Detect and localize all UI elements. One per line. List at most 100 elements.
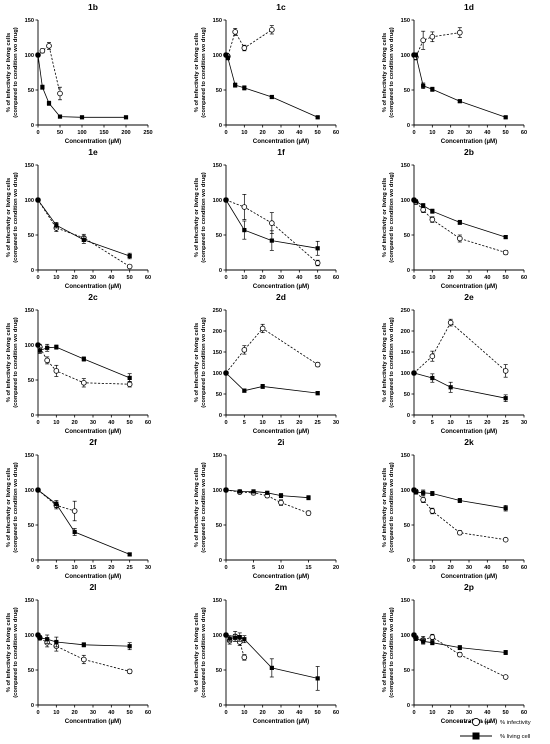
y-tick-label: 100	[25, 198, 34, 204]
chart-panel-1d: 1d 0 10 20 30 40 50 60 0 50 100 150 Concentration (µ…	[382, 2, 527, 145]
infectivity-point	[259, 325, 266, 332]
infectivity-point	[305, 510, 312, 516]
y-axis-label: % of infectivity or living cells(compare…	[6, 172, 19, 263]
x-tick-label: 0	[224, 275, 227, 281]
infectivity-point	[502, 249, 509, 256]
x-tick-label: 30	[466, 710, 472, 716]
x-tick-label: 0	[36, 275, 39, 281]
y-axis-label: % of infectivity or living cells(compare…	[194, 607, 207, 698]
living-cell-point	[223, 52, 229, 58]
series-infectivity	[223, 323, 321, 376]
x-tick-label: 60	[333, 130, 339, 136]
series-living-cell	[35, 197, 132, 260]
living-cell-point	[251, 489, 256, 494]
x-tick-label: 25	[503, 420, 509, 426]
living-cell-point	[430, 209, 435, 214]
living-cell-point	[260, 384, 265, 389]
chart-title: 2f	[89, 437, 97, 447]
series-living-cell	[35, 487, 132, 557]
infectivity-point	[126, 668, 133, 675]
y-tick-label: 100	[401, 198, 410, 204]
x-tick-label: 50	[127, 275, 133, 281]
y-axis-label-line: % of infectivity or living cells	[382, 468, 388, 548]
y-tick-label: 50	[28, 668, 34, 674]
living-cell-point	[57, 114, 63, 119]
x-tick-label: 60	[145, 275, 151, 281]
x-tick-label: 10	[448, 420, 454, 426]
living-cell-point	[225, 55, 230, 60]
y-tick-label: 250	[213, 308, 222, 314]
y-axis-label-line: % of infectivity or living cells	[194, 613, 200, 693]
infectivity-line	[413, 32, 460, 58]
y-axis-label-line: % of infectivity or living cells	[6, 178, 12, 258]
chart-panel-2p: 2p 0 10 20 30 40 50 60 0 50 100 150 Concentration (µ…	[382, 582, 527, 725]
y-tick-label: 50	[404, 523, 410, 529]
chart-panel-2l: 2l 0 10 20 30 40 50 60 0 50 100 150 Concentration (µ…	[6, 582, 151, 725]
x-tick-label: 10	[72, 565, 78, 571]
x-tick-label: 10	[53, 420, 59, 426]
infectivity-line	[225, 29, 273, 58]
x-tick-label: 30	[90, 275, 96, 281]
infectivity-point	[420, 207, 426, 213]
x-tick-label: 60	[521, 565, 527, 571]
series-infectivity	[35, 632, 133, 675]
living-cell-point	[35, 632, 41, 638]
chart-panel-2c: 2c 0 10 20 30 40 50 60 0 50 100 150 Concentration (µ…	[6, 292, 151, 435]
living-cell-line	[37, 489, 130, 555]
living-cell-point	[430, 375, 435, 381]
living-cell-line	[225, 199, 318, 249]
living-cell-point	[413, 636, 418, 641]
x-tick-label: 20	[333, 565, 339, 571]
living-cell-point	[413, 199, 418, 204]
series-living-cell	[35, 342, 132, 383]
y-tick-label: 100	[25, 633, 34, 639]
living-cell-point	[503, 650, 508, 655]
y-axis-label-line: % of infectivity or living cells	[382, 178, 388, 258]
chart-panel-2m: 2m 0 10 20 30 40 50 60 0 50 100 150 Concentration (µ…	[194, 582, 339, 725]
living-cell-point	[233, 83, 238, 88]
series-living-cell	[223, 487, 311, 501]
y-tick-label: 150	[213, 350, 222, 356]
y-axis-label-line: (compared to condition wo drug)	[13, 27, 19, 118]
living-cell-line	[413, 199, 506, 238]
x-tick-label: 0	[412, 275, 415, 281]
living-cell-point	[37, 635, 42, 640]
living-cell-point	[46, 101, 52, 106]
chart-title: 2i	[277, 437, 284, 447]
infectivity-point	[314, 260, 321, 266]
series-living-cell	[35, 632, 132, 651]
series-infectivity	[411, 197, 509, 256]
x-tick-label: 60	[521, 710, 527, 716]
x-tick-label: 10	[241, 130, 247, 136]
x-tick-label: 40	[108, 710, 114, 716]
infectivity-point	[457, 529, 463, 536]
x-tick-label: 0	[36, 565, 39, 571]
living-cell-point	[413, 490, 418, 495]
y-tick-label: 0	[407, 703, 410, 709]
infectivity-point	[269, 220, 275, 226]
chart-title: 2m	[275, 582, 288, 592]
living-cell-point	[223, 632, 229, 638]
x-tick-label: 30	[278, 130, 284, 136]
infectivity-point	[232, 29, 238, 35]
chart-title: 2k	[464, 437, 474, 447]
chart-title: 2b	[464, 147, 474, 157]
x-tick-label: 30	[333, 420, 339, 426]
living-cell-point	[54, 501, 59, 507]
x-tick-label: 30	[466, 130, 472, 136]
chart-panel-2f: 2f 0 5 10 15 20 25 30 0 50 100 150 Concentration (µM…	[6, 437, 151, 580]
y-axis-label: % of infectivity or living cells(compare…	[194, 462, 207, 553]
x-tick-label: 15	[278, 420, 284, 426]
x-tick-label: 40	[296, 275, 302, 281]
x-tick-label: 30	[90, 420, 96, 426]
y-axis-label-line: (compared to condition wo drug)	[201, 172, 207, 263]
living-cell-point	[242, 388, 247, 393]
x-tick-label: 20	[296, 420, 302, 426]
living-cell-point	[457, 99, 462, 104]
y-axis-label: % of infectivity or living cells(compare…	[6, 27, 19, 118]
infectivity-line	[225, 327, 318, 374]
infectivity-point	[457, 651, 463, 658]
y-axis-label-line: (compared to condition wo drug)	[389, 27, 395, 118]
x-tick-label: 50	[503, 710, 509, 716]
series-living-cell	[223, 632, 320, 691]
